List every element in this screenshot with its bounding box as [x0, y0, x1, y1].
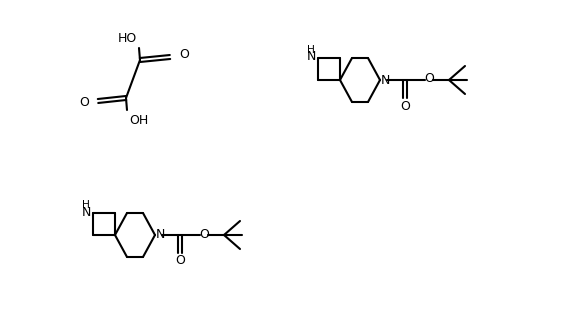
- Text: H: H: [82, 200, 90, 210]
- Text: N: N: [380, 73, 389, 86]
- Text: HO: HO: [117, 31, 136, 45]
- Text: O: O: [199, 227, 209, 240]
- Text: O: O: [424, 73, 434, 86]
- Text: O: O: [400, 100, 410, 113]
- Text: O: O: [175, 254, 185, 267]
- Text: H: H: [307, 45, 315, 55]
- Text: O: O: [79, 96, 89, 109]
- Text: OH: OH: [129, 114, 149, 127]
- Text: N: N: [155, 229, 164, 241]
- Text: N: N: [81, 205, 91, 218]
- Text: N: N: [306, 51, 315, 64]
- Text: O: O: [179, 49, 189, 61]
